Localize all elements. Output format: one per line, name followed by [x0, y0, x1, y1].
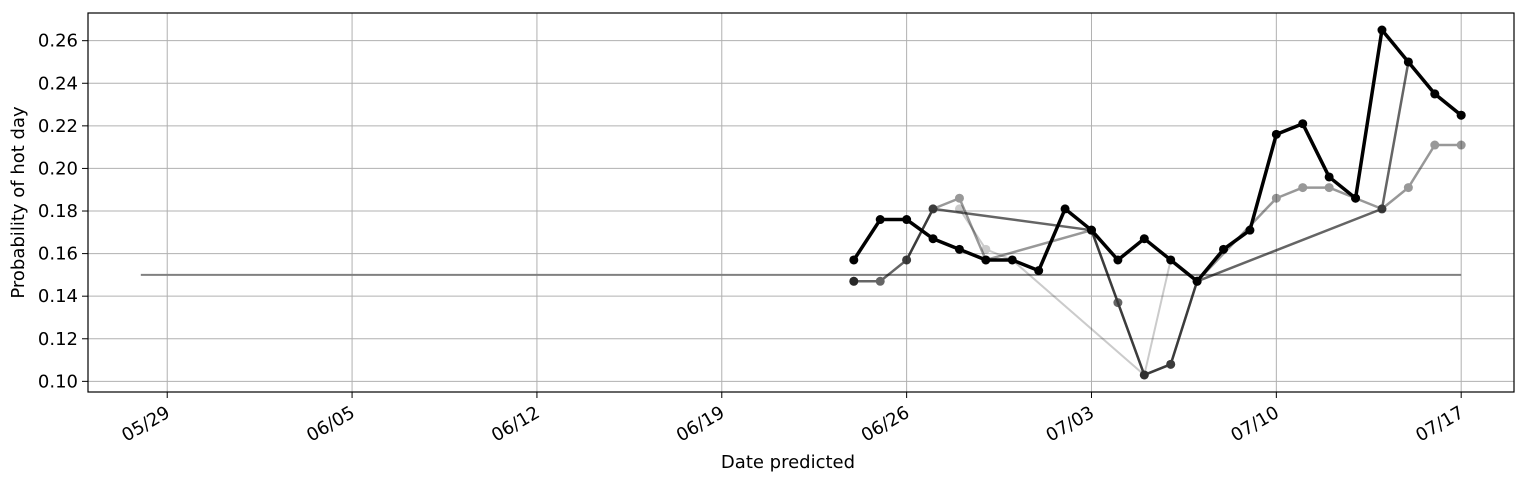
- y-tick-label: 0.24: [38, 73, 78, 94]
- data-point: [954, 244, 964, 254]
- data-point: [1298, 183, 1308, 193]
- data-point: [1430, 140, 1440, 150]
- series-layer: [849, 25, 1466, 380]
- y-tick-label: 0.26: [38, 31, 78, 52]
- data-point: [1377, 25, 1387, 35]
- x-tick-label: 06/05: [303, 402, 358, 446]
- data-point: [1139, 370, 1149, 380]
- x-tick-label: 06/12: [488, 402, 543, 446]
- data-point: [1456, 110, 1466, 120]
- data-point: [1271, 129, 1281, 139]
- series-3: [849, 57, 1466, 380]
- x-tick-label: 07/03: [1043, 402, 1098, 446]
- y-tick-label: 0.16: [38, 244, 78, 265]
- data-point: [981, 255, 991, 265]
- series-4: [849, 25, 1466, 286]
- data-point: [1113, 255, 1123, 265]
- data-point: [928, 204, 938, 214]
- data-point: [1351, 193, 1361, 203]
- data-point: [1086, 225, 1096, 235]
- data-point: [1403, 183, 1413, 193]
- x-tick-label: 07/17: [1412, 402, 1467, 446]
- data-point: [1139, 234, 1149, 244]
- series-1: [954, 204, 1176, 380]
- data-point: [1007, 255, 1017, 265]
- plot-frame: [87, 12, 1515, 393]
- data-point: [875, 215, 885, 225]
- data-point: [1113, 298, 1123, 308]
- data-point: [1377, 204, 1387, 214]
- data-point: [1245, 225, 1255, 235]
- data-point: [1192, 276, 1202, 286]
- x-tick-label: 07/10: [1227, 402, 1282, 446]
- y-tick-label: 0.20: [38, 158, 78, 179]
- data-point: [1456, 140, 1466, 150]
- data-point: [849, 255, 859, 265]
- data-point: [1324, 183, 1334, 193]
- data-point: [1324, 172, 1334, 182]
- data-point: [1166, 359, 1176, 369]
- data-point: [902, 255, 912, 265]
- x-tick-label: 06/26: [858, 402, 913, 446]
- data-point: [1060, 204, 1070, 214]
- y-tick-label: 0.18: [38, 201, 78, 222]
- series-5: [849, 276, 859, 286]
- data-point: [849, 276, 859, 286]
- data-point: [981, 244, 991, 254]
- data-point: [1298, 119, 1308, 129]
- grid-lines: [88, 13, 1514, 392]
- y-tick-label: 0.12: [38, 329, 78, 350]
- data-point: [1219, 244, 1229, 254]
- y-axis-ticks: 0.10 0.12 0.14 0.16 0.18 0.20 0.22 0.24 0.26: [38, 31, 88, 392]
- data-point: [1403, 57, 1413, 67]
- y-tick-label: 0.14: [38, 286, 78, 307]
- x-axis-ticks: 05/29 06/05 06/12 06/19 06/26 07/03 07/10 07/17: [118, 392, 1468, 446]
- x-axis-label: Date predicted: [721, 452, 855, 473]
- y-tick-label: 0.22: [38, 116, 78, 137]
- series-line: [852, 28, 1463, 284]
- data-point: [1271, 193, 1281, 203]
- data-point: [875, 276, 885, 286]
- data-point: [928, 234, 938, 244]
- y-axis-label: Probability of hot day: [8, 106, 29, 299]
- x-tick-label: 05/29: [118, 402, 173, 446]
- data-point: [1166, 255, 1176, 265]
- data-point: [902, 215, 912, 225]
- data-point: [1430, 89, 1440, 99]
- data-point: [1034, 266, 1044, 276]
- x-tick-label: 06/19: [673, 402, 728, 446]
- y-tick-label: 0.10: [38, 371, 78, 392]
- series-line: [958, 208, 1172, 376]
- data-point: [954, 193, 964, 203]
